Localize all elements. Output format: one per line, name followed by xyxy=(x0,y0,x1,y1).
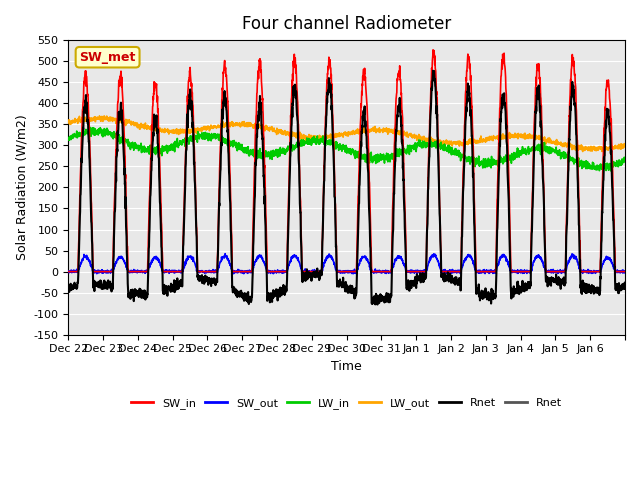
Rnet xyxy=(429,68,437,73)
Rnet xyxy=(546,277,554,283)
LW_in xyxy=(241,150,248,156)
SW_out xyxy=(241,270,248,276)
SW_out xyxy=(93,271,100,276)
LW_out xyxy=(120,119,128,124)
LW_in xyxy=(614,160,621,166)
SW_out xyxy=(120,259,128,264)
LW_out xyxy=(579,149,586,155)
SW_in xyxy=(240,269,248,275)
Rnet xyxy=(621,286,629,291)
Line: SW_out: SW_out xyxy=(68,253,625,274)
SW_in xyxy=(429,47,437,53)
LW_out xyxy=(65,120,72,125)
Rnet xyxy=(374,301,381,307)
LW_out xyxy=(546,138,554,144)
SW_in xyxy=(613,269,621,275)
Rnet xyxy=(515,286,522,291)
LW_out xyxy=(380,126,388,132)
LW_in xyxy=(380,155,388,161)
LW_out xyxy=(241,121,248,127)
SW_in xyxy=(546,269,554,275)
SW_out xyxy=(546,269,554,275)
Line: LW_in: LW_in xyxy=(68,127,625,171)
Line: SW_in: SW_in xyxy=(68,50,625,272)
LW_out xyxy=(614,144,621,150)
SW_out xyxy=(381,270,388,276)
SW_out xyxy=(621,269,629,275)
Title: Four channel Radiometer: Four channel Radiometer xyxy=(242,15,451,33)
LW_in xyxy=(65,135,72,141)
SW_out xyxy=(65,268,72,274)
LW_in xyxy=(515,150,522,156)
LW_in xyxy=(621,158,629,164)
Line: LW_out: LW_out xyxy=(68,116,625,152)
SW_out xyxy=(614,268,621,274)
Rnet xyxy=(65,285,72,290)
Y-axis label: Solar Radiation (W/m2): Solar Radiation (W/m2) xyxy=(15,115,28,260)
LW_out xyxy=(95,113,103,119)
LW_in xyxy=(546,144,554,150)
SW_in xyxy=(120,122,128,128)
SW_in xyxy=(380,269,388,275)
SW_out xyxy=(221,251,229,256)
SW_in xyxy=(65,269,72,275)
LW_out xyxy=(515,131,522,136)
LW_in xyxy=(607,168,614,174)
SW_in xyxy=(621,269,629,275)
LW_in xyxy=(86,124,94,130)
Rnet xyxy=(240,298,248,304)
Line: Rnet: Rnet xyxy=(68,71,625,304)
Rnet xyxy=(120,155,128,160)
Text: SW_met: SW_met xyxy=(79,51,136,64)
Rnet xyxy=(614,285,621,291)
LW_out xyxy=(621,141,629,147)
SW_in xyxy=(515,269,522,275)
LW_in xyxy=(120,138,128,144)
X-axis label: Time: Time xyxy=(332,360,362,373)
Legend: SW_in, SW_out, LW_in, LW_out, Rnet, Rnet: SW_in, SW_out, LW_in, LW_out, Rnet, Rnet xyxy=(126,393,567,413)
SW_out xyxy=(515,269,522,275)
Rnet xyxy=(380,298,388,304)
